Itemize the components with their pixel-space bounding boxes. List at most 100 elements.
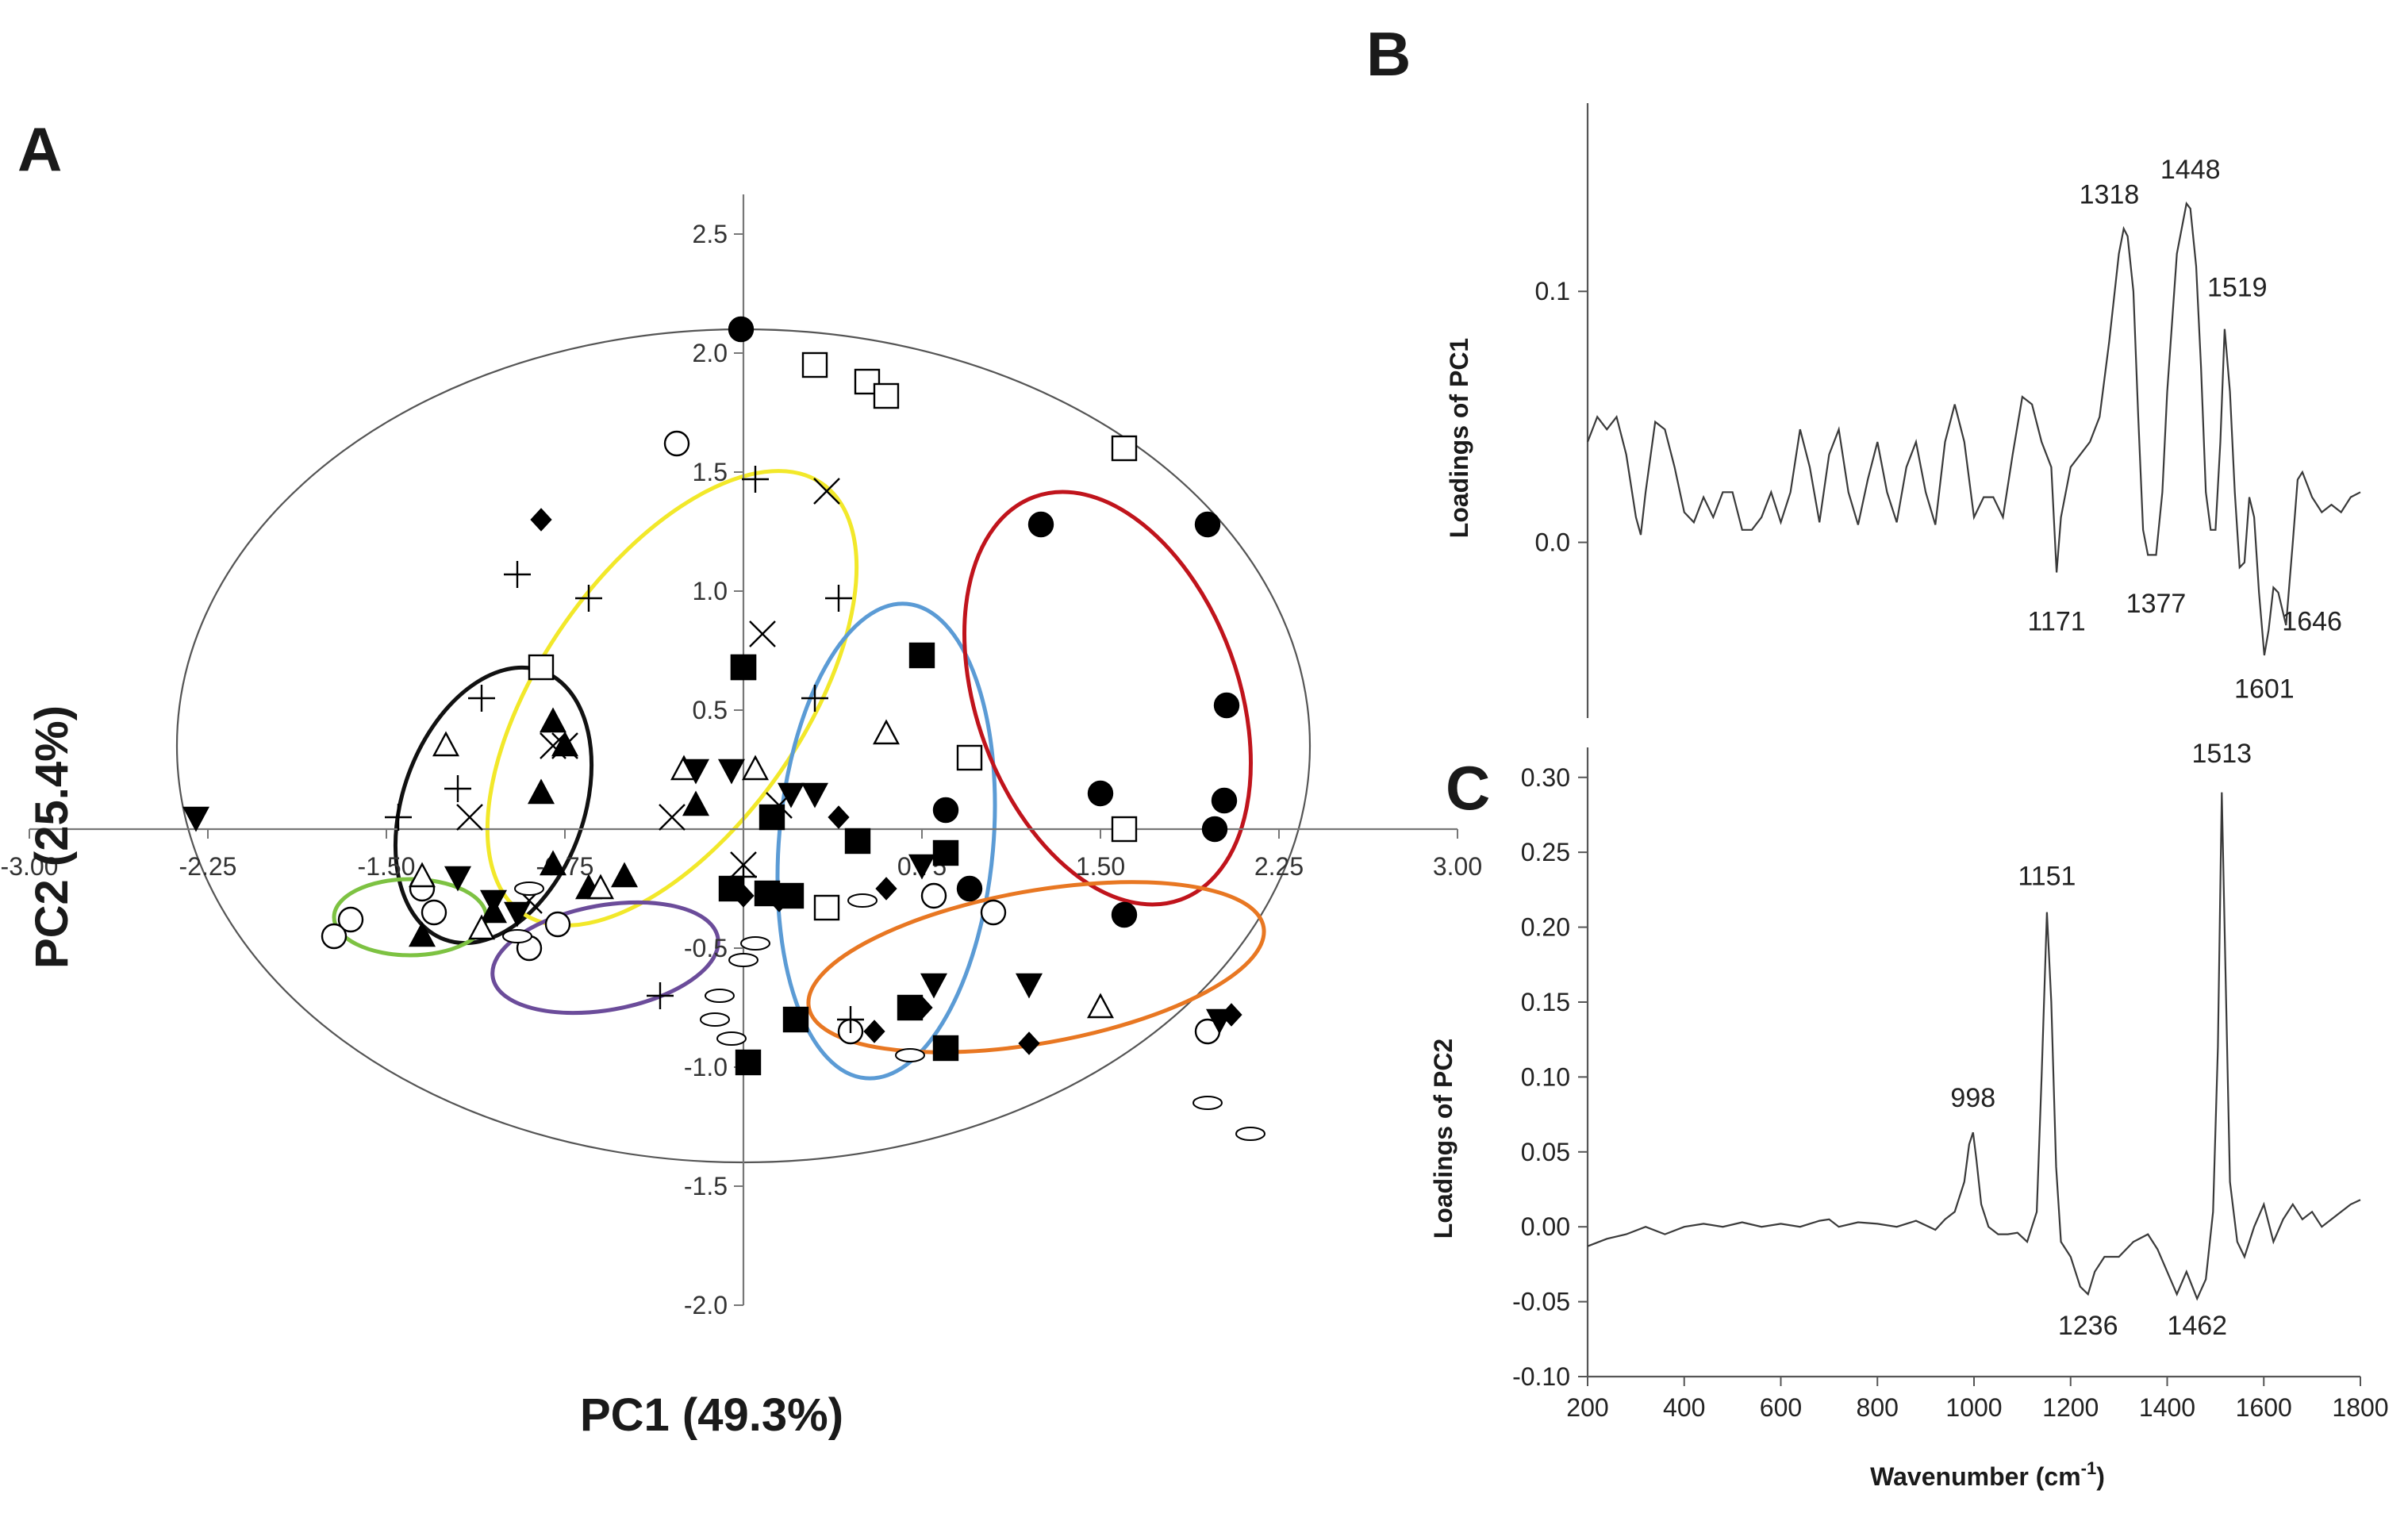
filled-circle-point [1201, 816, 1228, 843]
filled-diamond-point [530, 508, 552, 532]
open-ellipse-point [1192, 1096, 1223, 1110]
filled-triangle-down-point [1205, 1008, 1234, 1035]
filled-triangle-up-point [610, 862, 639, 888]
x-tick-label: 400 [1663, 1393, 1705, 1422]
cross-point [456, 804, 483, 831]
group-ellipse-purple [490, 900, 720, 1016]
pca-points [182, 316, 1265, 1141]
y-tick-label: 0.15 [1521, 988, 1570, 1016]
filled-triangle-down-point [682, 759, 710, 785]
open-circle-point [980, 899, 1007, 926]
filled-circle-point [1027, 511, 1054, 538]
x-tick-label: -2.25 [179, 852, 237, 881]
open-ellipse-point [502, 929, 532, 943]
filled-diamond-point [768, 889, 790, 912]
filled-circle-point [1211, 787, 1238, 814]
filled-triangle-down-point [1015, 973, 1043, 999]
open-triangle-up-point [432, 731, 460, 757]
open-square-point [873, 382, 900, 409]
y-tick-label: 0.1 [1535, 277, 1570, 305]
peak-label: 1601 [2234, 674, 2295, 705]
filled-diamond-point [828, 805, 850, 829]
filled-triangle-down-point [503, 901, 532, 928]
open-triangle-up-point [1086, 993, 1115, 1019]
y-tick-label: 0.05 [1521, 1138, 1570, 1166]
y-tick-label: 1.0 [693, 577, 728, 605]
open-circle-point [663, 430, 690, 457]
filled-diamond-point [875, 877, 897, 901]
filled-triangle-up-point [682, 790, 710, 816]
plus-point [575, 585, 602, 612]
open-circle-point [544, 911, 571, 938]
peak-label: 1513 [2191, 739, 2252, 769]
y-tick-label: -2.0 [684, 1291, 728, 1319]
cross-point [749, 620, 776, 647]
x-tick-label: -3.00 [1, 852, 59, 881]
pc2-loadings-ylabel: Loadings of PC2 [1429, 1039, 1457, 1239]
panel-a-letter: A [17, 114, 62, 184]
filled-triangle-down-point [444, 866, 472, 892]
open-square-point [1111, 816, 1138, 843]
open-ellipse-point [847, 893, 878, 908]
plus-point [647, 982, 674, 1009]
open-triangle-up-point [741, 755, 770, 781]
pc2-loadings-axes: 200 400 600 800 1000 1200 1400 1600 1800 0.30 0.25… [1512, 747, 2389, 1422]
open-ellipse-point [700, 1012, 730, 1027]
filled-square-point [735, 1049, 762, 1076]
plus-point [468, 685, 495, 712]
open-ellipse-point [728, 953, 759, 967]
open-triangle-up-point [467, 914, 496, 940]
filled-triangle-down-point [801, 782, 829, 809]
pca-tick-labels: -3.00-2.25-1.50-0.750.751.502.253.002.52… [1, 220, 1483, 1319]
open-square-point [956, 744, 983, 771]
y-tick-label: -1.0 [684, 1053, 728, 1081]
y-tick-label: 0.25 [1521, 838, 1570, 866]
y-tick-label: -0.5 [684, 934, 728, 962]
wavenumber-axis-title-close: ) [2096, 1462, 2105, 1491]
cross-point [730, 851, 757, 878]
filled-triangle-up-point [408, 921, 436, 947]
open-ellipse-point [895, 1048, 925, 1062]
filled-circle-point [956, 875, 983, 902]
open-square-point [1111, 435, 1138, 462]
open-square-point [813, 894, 840, 921]
filled-square-point [759, 804, 785, 831]
x-tick-label: 1600 [2236, 1393, 2292, 1422]
open-square-point [801, 351, 828, 378]
filled-circle-point [932, 797, 959, 824]
open-circle-point [337, 906, 364, 933]
filled-triangle-up-point [527, 778, 555, 805]
plus-point [801, 685, 828, 712]
x-tick-label: 3.00 [1433, 852, 1482, 881]
filled-triangle-down-point [182, 806, 210, 832]
filled-square-point [932, 1035, 959, 1062]
peak-label: 1171 [2028, 606, 2086, 636]
filled-square-point [844, 828, 871, 855]
filled-diamond-point [1018, 1031, 1040, 1055]
y-tick-label: 0.5 [693, 696, 728, 724]
filled-triangle-down-point [717, 759, 746, 785]
filled-triangle-up-point [539, 707, 567, 733]
peak-label: 998 [1950, 1083, 1995, 1113]
filled-circle-point [1194, 511, 1221, 538]
y-tick-label: -0.05 [1512, 1288, 1570, 1316]
cross-point [659, 804, 686, 831]
filled-triangle-up-point [539, 850, 567, 876]
open-triangle-up-point [586, 874, 615, 900]
y-tick-label: 1.5 [693, 458, 728, 486]
peak-label: 1646 [2282, 606, 2342, 636]
x-tick-label: 1.50 [1076, 852, 1125, 881]
filled-circle-point [1213, 692, 1240, 719]
plus-point [825, 585, 852, 612]
open-triangle-up-point [408, 862, 436, 888]
filled-triangle-down-point [920, 973, 948, 999]
open-circle-point [321, 923, 348, 950]
y-tick-label: 2.5 [693, 220, 728, 248]
pc1-loadings-line [1586, 201, 2361, 656]
filled-triangle-up-point [551, 731, 579, 757]
open-ellipse-point [1235, 1127, 1265, 1141]
filled-square-point [782, 1006, 809, 1033]
peak-label: 1151 [2018, 862, 2076, 892]
filled-triangle-down-point [479, 889, 508, 916]
plus-point [742, 466, 769, 493]
